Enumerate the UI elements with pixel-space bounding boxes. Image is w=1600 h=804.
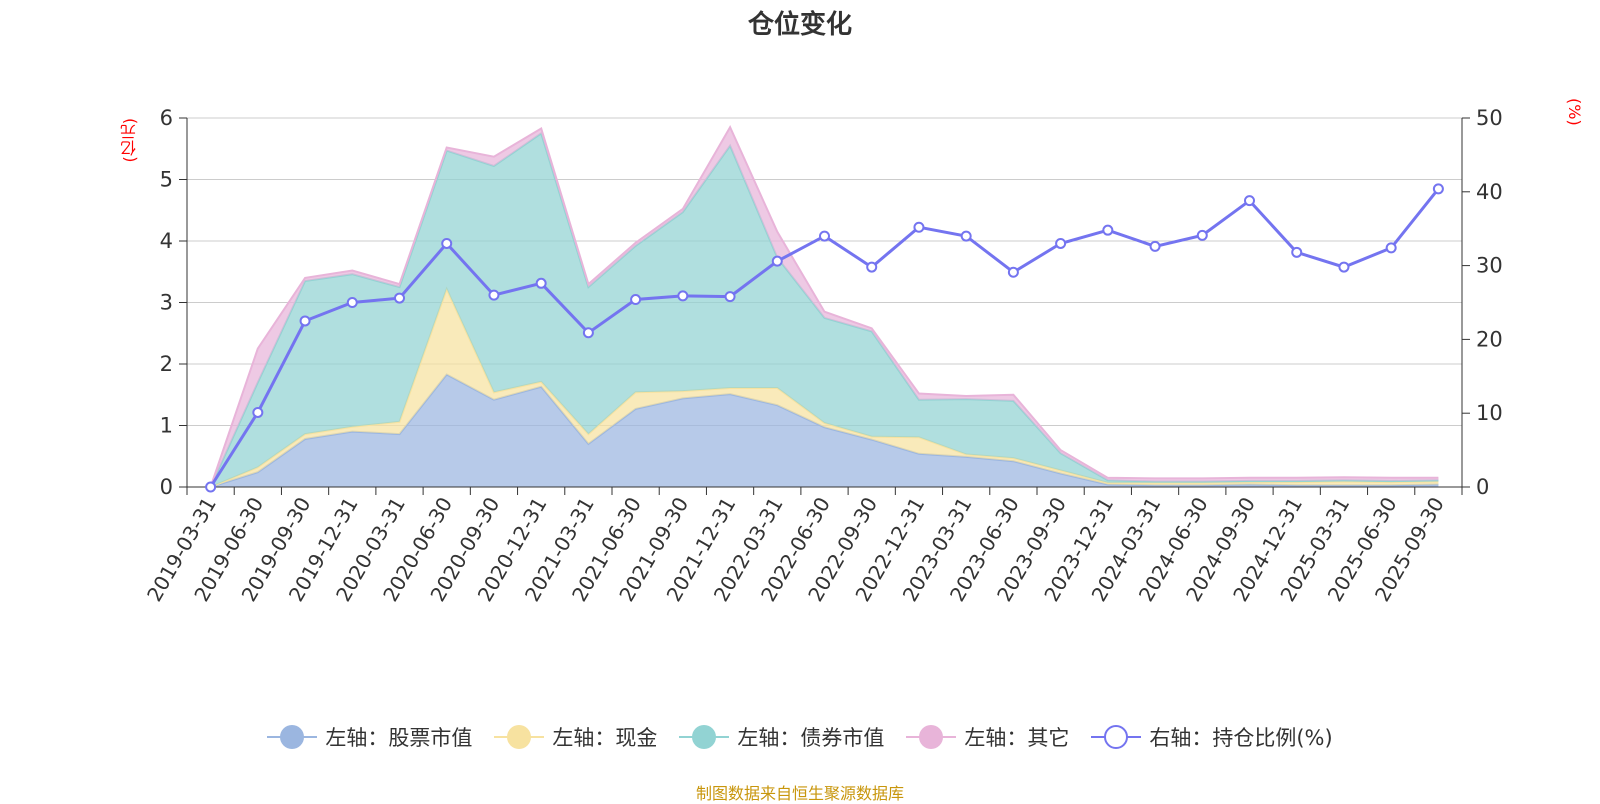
ratio-point	[1055, 237, 1067, 249]
legend-dot	[919, 725, 944, 749]
ratio-point	[582, 327, 594, 339]
legend-item-ratio[interactable]: 右轴：持仓比例(%)	[1091, 722, 1333, 752]
left-axis-tick-label: 1	[160, 414, 173, 438]
data-source-note: 制图数据来自恒生聚源数据库	[695, 784, 904, 803]
legend-dot	[1104, 725, 1129, 749]
ratio-point	[1149, 240, 1161, 252]
legend-swatch-bond	[679, 724, 730, 750]
ratio-point	[724, 291, 736, 303]
right-axis-unit: (%)	[1565, 98, 1584, 126]
legend-swatch-ratio	[1091, 724, 1142, 750]
left-axis-tick-label: 5	[160, 168, 173, 192]
left-axis-tick-label: 3	[160, 291, 173, 315]
legend-label: 左轴：其它	[964, 726, 1070, 750]
ratio-point	[1244, 195, 1255, 207]
legend-label: 左轴：股票市值	[325, 726, 473, 750]
left-axis-tick-label: 2	[160, 352, 173, 376]
right-axis-tick-label: 10	[1476, 401, 1503, 425]
ratio-point	[394, 292, 405, 304]
area-edge-other	[209, 125, 1439, 488]
ratio-point	[1338, 261, 1350, 273]
legend: 左轴：股票市值 左轴：现金 左轴：债券市值 左轴：其它 右轴：持仓比例(%)	[0, 722, 1600, 752]
right-axis-tick-label: 40	[1476, 180, 1503, 204]
legend-swatch-other	[906, 724, 957, 750]
chart-title: 仓位变化	[747, 10, 852, 40]
legend-label: 左轴：债券市值	[737, 726, 885, 750]
right-axis-tick-label: 30	[1476, 254, 1503, 278]
legend-swatch-cash	[494, 724, 545, 750]
ratio-point	[819, 230, 830, 242]
area-stock	[210, 374, 1439, 487]
legend-dot	[692, 725, 717, 749]
legend-item-cash[interactable]: 左轴：现金	[494, 722, 657, 752]
ratio-point	[1385, 242, 1397, 254]
left-axis-tick-label: 4	[160, 229, 173, 253]
ratio-point	[346, 297, 358, 308]
ratio-point	[677, 290, 689, 302]
ratio-point	[866, 261, 878, 273]
ratio-point	[1291, 246, 1303, 258]
right-axis-tick-label: 50	[1476, 106, 1503, 130]
ratio-point	[960, 230, 972, 242]
ratio-point	[535, 277, 547, 289]
right-axis-tick-label: 20	[1476, 327, 1503, 351]
ratio-point	[252, 406, 264, 418]
ratio-point	[1007, 266, 1019, 278]
ratio-point	[299, 315, 311, 327]
legend-item-other[interactable]: 左轴：其它	[906, 722, 1069, 752]
legend-dot	[507, 725, 532, 749]
ratio-point	[441, 237, 453, 249]
legend-label: 左轴：现金	[552, 726, 658, 750]
legend-dot	[280, 725, 305, 749]
legend-item-stock[interactable]: 左轴：股票市值	[267, 722, 472, 752]
left-axis-tick-label: 6	[160, 106, 173, 130]
ratio-point	[488, 289, 500, 301]
legend-swatch-stock	[267, 724, 318, 750]
ratio-point	[913, 221, 925, 233]
ratio-point	[205, 481, 217, 493]
ratio-point	[1196, 229, 1208, 241]
ratio-point	[630, 294, 642, 306]
legend-item-bond[interactable]: 左轴：债券市值	[679, 722, 884, 752]
left-axis-tick-label: 0	[160, 475, 173, 499]
right-axis-tick-label: 0	[1476, 475, 1489, 499]
ratio-point	[771, 255, 783, 267]
ratio-point	[1102, 224, 1114, 236]
area-bond	[210, 133, 1439, 487]
legend-label: 右轴：持仓比例(%)	[1149, 726, 1333, 750]
ratio-point	[1432, 183, 1444, 195]
